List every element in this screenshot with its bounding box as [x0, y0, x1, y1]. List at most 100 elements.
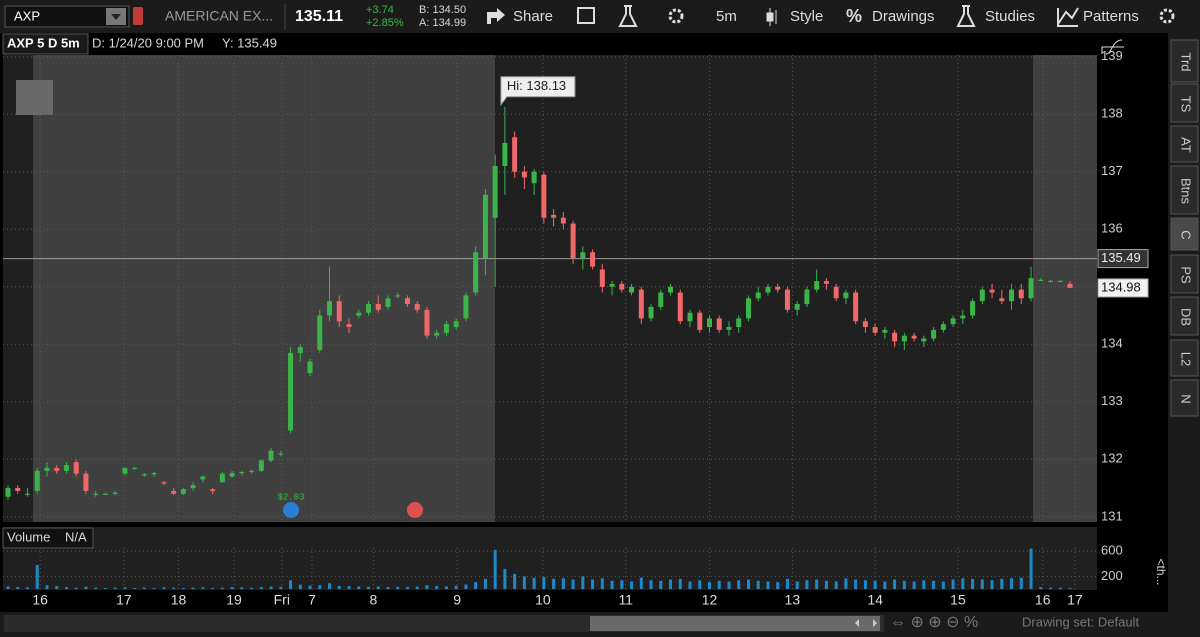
volume-bar — [269, 586, 273, 589]
candle-body — [658, 292, 664, 307]
volume-bar — [893, 579, 897, 589]
x-tick-label: 10 — [535, 592, 551, 608]
volume-bar — [181, 588, 185, 589]
side-tab[interactable] — [1170, 83, 1199, 123]
side-tab[interactable] — [1170, 254, 1199, 294]
volume-bar — [922, 580, 926, 589]
volume-bar — [55, 586, 59, 589]
volume-bar — [259, 587, 263, 589]
candle-body — [288, 352, 294, 431]
volume-bar — [1039, 587, 1043, 589]
net-change: +3.74 — [366, 4, 394, 16]
share-icon[interactable] — [487, 8, 505, 24]
zoom-icons[interactable]: ⇔ ⊕ ⊕ ⊖ % — [890, 614, 978, 631]
toolbar-button[interactable]: 5m — [716, 8, 737, 25]
symbol-box[interactable] — [4, 5, 130, 28]
y-tick-label: 137 — [1101, 163, 1123, 178]
settings-icon[interactable] — [1159, 8, 1175, 24]
scale-icon[interactable] — [1101, 39, 1124, 55]
volume-bar — [25, 587, 29, 589]
volume-bar — [152, 588, 156, 589]
candle-body — [512, 137, 518, 172]
patterns-icon[interactable] — [1057, 7, 1079, 27]
volume-bar — [279, 586, 283, 589]
candle-body — [112, 492, 118, 494]
side-tab[interactable] — [1170, 39, 1199, 83]
volume-bar — [386, 587, 390, 589]
volume-bar — [669, 579, 673, 589]
style-icon[interactable] — [766, 8, 777, 26]
volume-bar — [649, 580, 653, 589]
flexgrid-icon[interactable] — [577, 7, 595, 24]
toolbar-button[interactable]: Share — [513, 8, 553, 25]
volume-bar — [542, 577, 546, 589]
gear-icon[interactable] — [668, 8, 684, 24]
volume-bar — [113, 587, 117, 589]
candle-body — [775, 286, 781, 290]
y-tick-label: 132 — [1101, 451, 1123, 466]
volume-bar — [902, 580, 906, 589]
candle-body — [716, 318, 722, 330]
candle-body — [317, 315, 323, 351]
toolbar-button[interactable]: Studies — [985, 8, 1035, 25]
volume-bar — [990, 580, 994, 589]
toolbar-button[interactable]: Patterns — [1083, 8, 1139, 25]
volume-bar — [1049, 587, 1053, 589]
side-tab[interactable] — [1170, 379, 1199, 417]
volume-bar — [425, 585, 429, 589]
volume-bar — [883, 581, 887, 589]
volume-bar — [211, 588, 215, 589]
volume-bar — [600, 578, 604, 589]
candle-body — [93, 493, 99, 495]
x-tick-label: 9 — [453, 592, 461, 608]
side-tab[interactable] — [1170, 296, 1199, 336]
candle-body — [434, 332, 440, 336]
studies-icon[interactable] — [956, 5, 976, 27]
volume-side-label: <th... — [1154, 558, 1168, 585]
candle-body — [492, 165, 498, 218]
candle-body — [862, 321, 868, 328]
side-tab[interactable] — [1170, 339, 1199, 377]
volume-bar — [84, 586, 88, 589]
volume-bar — [201, 587, 205, 589]
volume-bar — [503, 568, 507, 589]
candle-body — [804, 289, 810, 305]
candle-body — [83, 473, 89, 491]
chart-header — [0, 33, 1168, 55]
drawing-set[interactable]: Drawing set: Default — [1022, 614, 1139, 629]
candle-body — [755, 292, 761, 299]
volume-bar — [1000, 578, 1004, 589]
volume-bar — [415, 586, 419, 589]
volume-bar — [561, 578, 565, 589]
volume-bar — [220, 587, 224, 589]
volume-bar — [717, 580, 721, 589]
volume-bar — [630, 581, 634, 589]
study-box[interactable] — [2, 33, 89, 55]
candle-body — [541, 174, 547, 218]
volume-bar — [620, 580, 624, 589]
toolbar-button[interactable]: Style — [790, 8, 823, 25]
dividend-marker[interactable] — [283, 502, 299, 518]
volume-bar — [191, 587, 195, 589]
candle-body — [443, 324, 449, 333]
volume-bar — [912, 581, 916, 589]
candle-body — [268, 450, 274, 461]
flask-icon[interactable] — [618, 5, 638, 27]
volume-bar — [727, 581, 731, 589]
toolbar-button[interactable]: Drawings — [872, 8, 935, 25]
side-tab[interactable] — [1170, 165, 1199, 215]
candle-body — [239, 471, 245, 474]
volume-bar — [94, 587, 98, 589]
candle-body — [5, 488, 11, 497]
earnings-marker[interactable] — [407, 502, 423, 518]
side-tab-label: DB — [1179, 308, 1194, 326]
side-tab[interactable] — [1170, 217, 1199, 251]
side-tab[interactable] — [1170, 125, 1199, 163]
scroll-thumb[interactable] — [590, 616, 880, 631]
drawings-icon[interactable]: % — [846, 6, 862, 26]
candle-body — [180, 489, 186, 494]
link-icon[interactable] — [133, 7, 143, 25]
dropdown-arrow — [111, 14, 121, 20]
candle-body — [901, 335, 907, 342]
